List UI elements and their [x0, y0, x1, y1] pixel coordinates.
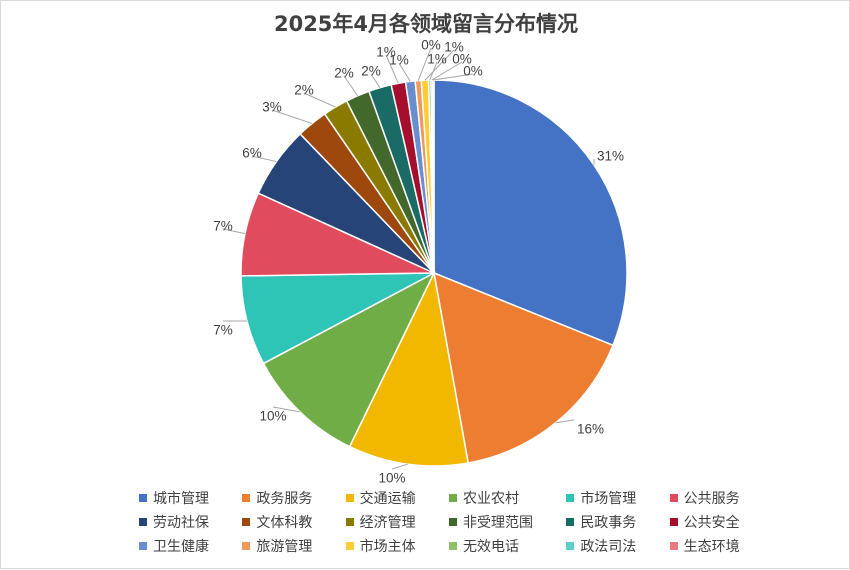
data-label: 2%: [334, 66, 354, 81]
legend-swatch: [449, 518, 457, 526]
legend-label: 交通运输: [360, 488, 416, 508]
legend-item: 农业农村: [449, 487, 552, 508]
legend-swatch: [346, 518, 354, 526]
legend-item: 政务服务: [242, 487, 331, 508]
legend-item: 经济管理: [346, 511, 435, 532]
legend-swatch: [346, 494, 354, 502]
data-label: 3%: [262, 100, 282, 115]
legend-item: 交通运输: [346, 487, 435, 508]
legend-item: 非受理范围: [449, 511, 552, 532]
legend-item: 城市管理: [139, 487, 228, 508]
legend-label: 公共安全: [684, 512, 740, 532]
data-label: 2%: [294, 83, 314, 98]
legend: 城市管理 政务服务 交通运输 农业农村 市场管理 公共服务劳动社保 文体科教 经济管理 非受理范…: [139, 487, 759, 556]
legend-swatch: [566, 542, 574, 550]
data-label: 1%: [389, 53, 409, 68]
legend-label: 市场管理: [580, 488, 636, 508]
legend-item: 文体科教: [242, 511, 331, 532]
legend-label: 民政事务: [580, 512, 636, 532]
legend-swatch: [566, 518, 574, 526]
data-label: 10%: [378, 471, 405, 486]
legend-label: 劳动社保: [153, 512, 209, 532]
legend-label: 政务服务: [256, 488, 312, 508]
data-label: 7%: [213, 323, 233, 338]
pie-slices: [241, 80, 627, 466]
legend-swatch: [242, 518, 250, 526]
data-label: 31%: [597, 149, 624, 164]
legend-label: 农业农村: [463, 488, 519, 508]
data-label: 0%: [421, 38, 441, 53]
legend-item: 政法司法: [566, 535, 655, 556]
legend-swatch: [670, 542, 678, 550]
legend-swatch: [139, 518, 147, 526]
legend-item: 民政事务: [566, 511, 655, 532]
leader-line: [392, 464, 408, 469]
legend-item: 卫生健康: [139, 535, 228, 556]
data-label: 10%: [259, 409, 286, 424]
data-label: 0%: [463, 64, 483, 79]
legend-swatch: [139, 542, 147, 550]
legend-item: 公共服务: [670, 487, 759, 508]
legend-item: 市场主体: [346, 535, 435, 556]
legend-label: 城市管理: [153, 488, 209, 508]
data-label: 1%: [427, 52, 447, 67]
legend-label: 非受理范围: [463, 512, 533, 532]
data-label: 16%: [577, 422, 604, 437]
legend-item: 公共安全: [670, 511, 759, 532]
legend-swatch: [670, 518, 678, 526]
data-label: 2%: [361, 64, 381, 79]
legend-item: 劳动社保: [139, 511, 228, 532]
data-label: 7%: [213, 219, 233, 234]
legend-label: 旅游管理: [256, 536, 312, 556]
legend-item: 无效电话: [449, 535, 552, 556]
legend-swatch: [242, 542, 250, 550]
legend-swatch: [139, 494, 147, 502]
legend-label: 文体科教: [256, 512, 312, 532]
legend-label: 无效电话: [463, 536, 519, 556]
legend-item: 市场管理: [566, 487, 655, 508]
legend-label: 卫生健康: [153, 536, 209, 556]
legend-label: 生态环境: [684, 536, 740, 556]
legend-swatch: [242, 494, 250, 502]
legend-label: 经济管理: [360, 512, 416, 532]
legend-swatch: [346, 542, 354, 550]
legend-item: 旅游管理: [242, 535, 331, 556]
legend-swatch: [449, 494, 457, 502]
legend-label: 市场主体: [360, 536, 416, 556]
legend-item: 生态环境: [670, 535, 759, 556]
data-label: 6%: [242, 146, 262, 161]
legend-swatch: [449, 542, 457, 550]
legend-label: 公共服务: [684, 488, 740, 508]
legend-swatch: [670, 494, 678, 502]
legend-swatch: [566, 494, 574, 502]
legend-label: 政法司法: [580, 536, 636, 556]
